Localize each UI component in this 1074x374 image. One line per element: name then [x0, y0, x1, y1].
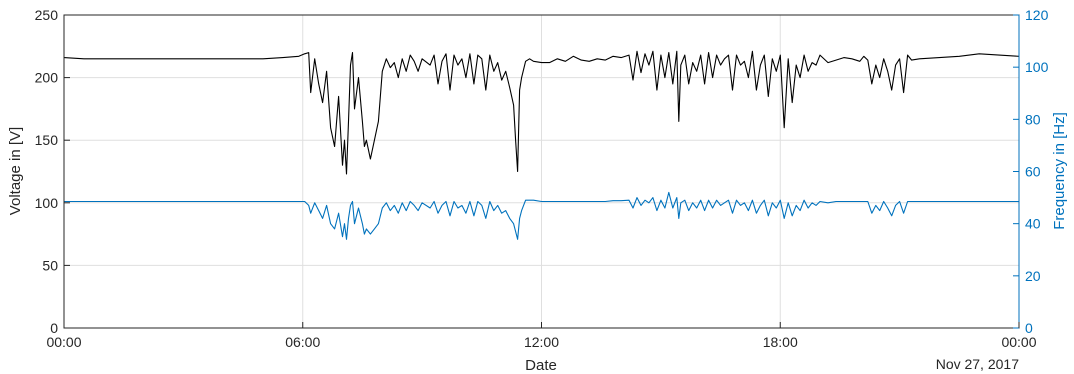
left-tick-label: 200	[35, 70, 59, 86]
right-tick-label: 100	[1025, 59, 1049, 75]
right-tick-label: 60	[1025, 164, 1041, 180]
series-layer	[63, 50, 1020, 240]
left-axis: 0 50 100 150 200 250	[35, 7, 70, 336]
x-tick-label: 06:00	[285, 334, 320, 350]
x-axis-title: Date	[525, 357, 557, 374]
voltage-series-line	[63, 50, 1020, 175]
date-label: Nov 27, 2017	[936, 356, 1019, 372]
x-tick-label: 12:00	[524, 334, 559, 350]
gridlines	[64, 15, 1019, 328]
left-tick-label: 250	[35, 7, 59, 23]
right-tick-label: 120	[1025, 7, 1049, 23]
left-tick-label: 0	[50, 320, 58, 336]
left-tick-label: 50	[42, 257, 58, 273]
right-axis-title: Frequency in [Hz]	[1051, 112, 1068, 230]
right-tick-label: 80	[1025, 111, 1041, 127]
right-tick-label: 0	[1025, 320, 1033, 336]
left-tick-label: 100	[35, 195, 59, 211]
right-tick-label: 20	[1025, 268, 1041, 284]
x-tick-label: 18:00	[763, 334, 798, 350]
right-axis: 0 20 40 60 80 100 120	[1013, 7, 1049, 336]
x-axis: 00:00 06:00 12:00 18:00 00:00	[46, 322, 1037, 350]
frequency-series-line	[64, 191, 1019, 240]
x-tick-label: 00:00	[46, 334, 81, 350]
left-tick-label: 150	[35, 132, 59, 148]
left-axis-title: Voltage in [V]	[7, 127, 24, 215]
x-tick-label: 00:00	[1001, 334, 1036, 350]
right-tick-label: 40	[1025, 216, 1041, 232]
